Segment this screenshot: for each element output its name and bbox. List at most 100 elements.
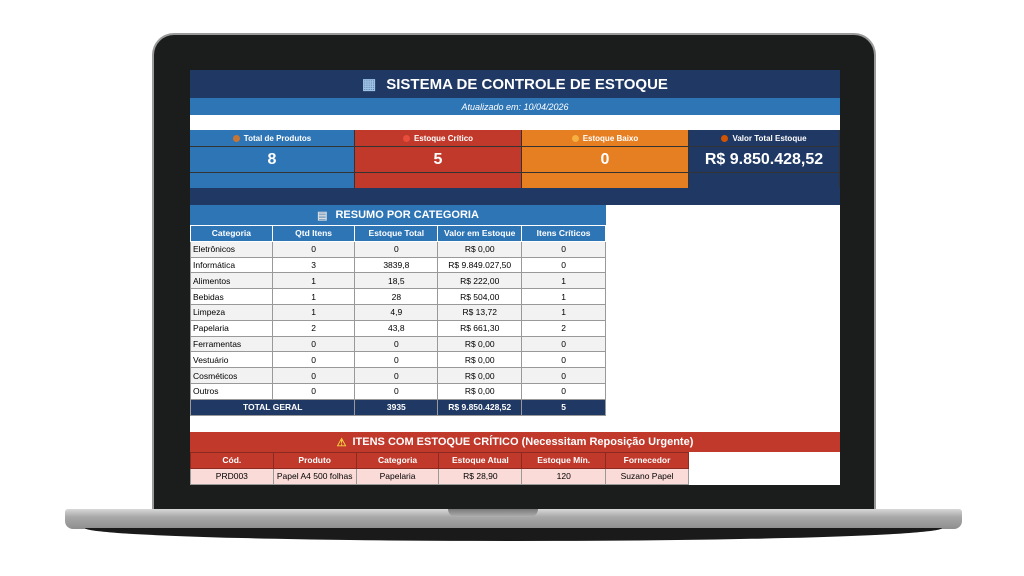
column-header[interactable]: Estoque Mín. — [521, 452, 607, 469]
table-cell[interactable]: 1 — [271, 288, 356, 305]
clipboard-icon: ▤ — [317, 209, 328, 222]
box-icon — [232, 134, 240, 142]
summary-header: ▤ RESUMO POR CATEGORIA — [190, 205, 606, 225]
table-cell[interactable]: 0 — [521, 382, 606, 400]
table-cell[interactable]: 0 — [521, 256, 606, 274]
table-cell[interactable]: Limpeza — [190, 303, 273, 321]
table-cell[interactable]: Vestuário — [190, 351, 273, 369]
table-cell[interactable]: 1 — [271, 303, 356, 321]
laptop-base — [65, 509, 962, 529]
total-row: TOTAL GERAL 3935 R$ 9.850.428,52 5 — [190, 398, 606, 416]
table-row: Cosméticos 0 0 R$ 0,00 0 — [190, 367, 606, 384]
table-cell[interactable]: 18,5 — [354, 272, 439, 290]
table-cell[interactable]: 0 — [354, 351, 439, 369]
table-cell[interactable]: R$ 0,00 — [437, 367, 523, 384]
card-value: 0 — [522, 146, 689, 173]
column-header[interactable]: Produto — [272, 452, 357, 469]
table-cell[interactable]: R$ 661,30 — [437, 319, 523, 337]
table-cell[interactable]: 0 — [271, 335, 356, 353]
table-cell[interactable]: R$ 222,00 — [437, 272, 523, 290]
table-cell[interactable]: Papelaria — [355, 467, 440, 485]
table-cell[interactable]: Alimentos — [190, 272, 273, 290]
table-cell[interactable]: Suzano Papel — [605, 467, 689, 485]
table-cell[interactable]: PRD003 — [190, 467, 274, 485]
table-cell[interactable]: 3 — [271, 256, 356, 274]
column-header[interactable]: Categoria — [355, 452, 440, 469]
updated-date: Atualizado em: 10/04/2026 — [190, 98, 840, 115]
column-header[interactable]: Categoria — [190, 225, 273, 242]
card-value: R$ 9.850.428,52 — [689, 146, 840, 173]
column-header[interactable]: Fornecedor — [605, 452, 689, 469]
table-row: Outros 0 0 R$ 0,00 0 — [190, 382, 606, 400]
table-cell[interactable]: 0 — [354, 240, 439, 258]
table-cell[interactable]: 4,9 — [354, 303, 439, 321]
column-header[interactable]: Estoque Atual — [438, 452, 523, 469]
table-cell[interactable]: 43,8 — [354, 319, 439, 337]
critical-table: Cód. Produto Categoria Estoque Atual Estoque… — [190, 452, 689, 485]
table-cell[interactable]: 0 — [271, 382, 356, 400]
column-header[interactable]: Cód. — [190, 452, 274, 469]
table-cell[interactable]: Papelaria — [190, 319, 273, 337]
table-cell[interactable]: 0 — [271, 351, 356, 369]
table-cell[interactable]: 0 — [354, 382, 439, 400]
card-label: Estoque Baixo — [522, 130, 689, 146]
table-cell[interactable]: R$ 0,00 — [437, 335, 523, 353]
table-cell[interactable]: Eletrônicos — [190, 240, 273, 258]
table-cell[interactable]: 3839,8 — [354, 256, 439, 274]
table-cell[interactable]: 0 — [271, 367, 356, 384]
total-cell[interactable]: R$ 9.850.428,52 — [437, 398, 523, 416]
table-cell[interactable]: 0 — [354, 335, 439, 353]
table-row: Alimentos 1 18,5 R$ 222,00 1 — [190, 272, 606, 290]
table-cell[interactable]: Bebidas — [190, 288, 273, 305]
table-cell[interactable]: 1 — [521, 272, 606, 290]
table-row: PRD003 Papel A4 500 folhas Papelaria R$ 28,… — [190, 467, 689, 485]
card-value: 5 — [355, 146, 522, 173]
table-row: Vestuário 0 0 R$ 0,00 0 — [190, 351, 606, 369]
table-cell[interactable]: R$ 28,90 — [438, 467, 523, 485]
table-cell[interactable]: Outros — [190, 382, 273, 400]
table-cell[interactable]: 1 — [271, 272, 356, 290]
table-cell[interactable]: 0 — [271, 240, 356, 258]
summary-table: Categoria Qtd Itens Estoque Total Valor em … — [190, 225, 606, 416]
table-cell[interactable]: R$ 9.849.027,50 — [437, 256, 523, 274]
card-label: Estoque Crítico — [355, 130, 522, 146]
table-cell[interactable]: 0 — [521, 351, 606, 369]
table-cell[interactable]: 1 — [521, 303, 606, 321]
money-bag-icon — [721, 134, 729, 142]
card-label: Valor Total Estoque — [689, 130, 840, 146]
table-row: Bebidas 1 28 R$ 504,00 1 — [190, 288, 606, 305]
table-cell[interactable]: Informática — [190, 256, 273, 274]
table-cell[interactable]: 2 — [521, 319, 606, 337]
red-circle-icon — [402, 134, 410, 142]
table-cell[interactable]: 0 — [521, 240, 606, 258]
table-cell[interactable]: 0 — [521, 335, 606, 353]
table-cell[interactable]: 28 — [354, 288, 439, 305]
table-cell[interactable]: 0 — [354, 367, 439, 384]
card-value: 8 — [190, 146, 355, 173]
table-cell[interactable]: R$ 13,72 — [437, 303, 523, 321]
warning-icon: ⚠ — [336, 436, 347, 449]
table-cell[interactable]: Papel A4 500 folhas — [272, 467, 357, 485]
table-cell[interactable]: R$ 0,00 — [437, 351, 523, 369]
table-row: Papelaria 2 43,8 R$ 661,30 2 — [190, 319, 606, 337]
total-cell[interactable]: 5 — [521, 398, 606, 416]
table-cell[interactable]: R$ 0,00 — [437, 382, 523, 400]
table-cell[interactable]: R$ 0,00 — [437, 240, 523, 258]
column-header[interactable]: Itens Críticos — [521, 225, 606, 242]
table-cell[interactable]: Cosméticos — [190, 367, 273, 384]
critical-header: ⚠ ITENS COM ESTOQUE CRÍTICO (Necessitam … — [190, 432, 840, 452]
table-cell[interactable]: 1 — [521, 288, 606, 305]
table-cell[interactable]: Ferramentas — [190, 335, 273, 353]
column-header[interactable]: Valor em Estoque — [437, 225, 523, 242]
spreadsheet-screen: ▦ SISTEMA DE CONTROLE DE ESTOQUE Atualiz… — [190, 70, 840, 485]
column-header[interactable]: Qtd Itens — [271, 225, 356, 242]
table-cell[interactable]: 2 — [271, 319, 356, 337]
page-title: ▦ SISTEMA DE CONTROLE DE ESTOQUE — [190, 70, 840, 98]
total-cell[interactable]: 3935 — [354, 398, 439, 416]
table-cell[interactable]: 0 — [521, 367, 606, 384]
table-cell[interactable]: 120 — [521, 467, 607, 485]
total-cell[interactable]: TOTAL GERAL — [190, 398, 356, 416]
column-header[interactable]: Estoque Total — [354, 225, 439, 242]
card-footer — [522, 173, 689, 188]
table-cell[interactable]: R$ 504,00 — [437, 288, 523, 305]
